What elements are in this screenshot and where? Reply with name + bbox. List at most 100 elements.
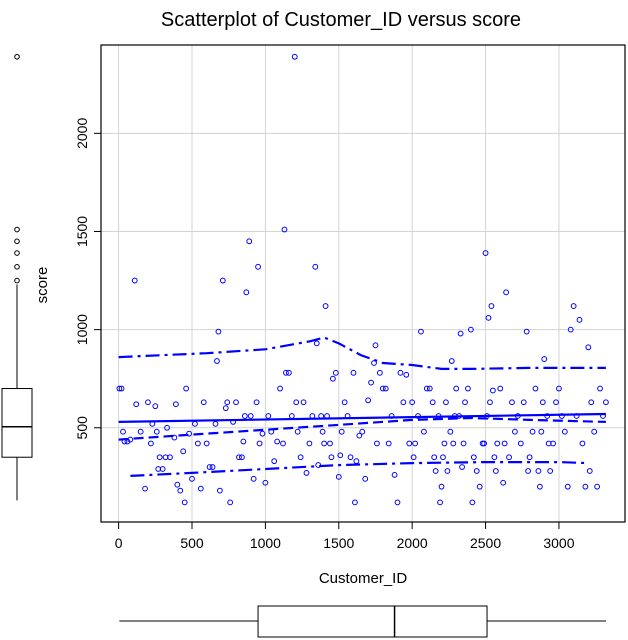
data-point <box>131 277 138 284</box>
data-point <box>494 440 501 447</box>
data-point <box>591 428 598 435</box>
data-point <box>538 428 545 435</box>
data-point <box>444 468 451 474</box>
data-point <box>293 399 300 406</box>
data-point <box>247 413 254 419</box>
data-point <box>255 263 261 270</box>
data-point <box>418 328 424 335</box>
data-point <box>203 440 210 447</box>
data-point <box>514 413 521 419</box>
data-point <box>492 468 499 474</box>
data-point <box>509 399 515 406</box>
data-point <box>338 428 345 435</box>
data-point <box>294 428 301 435</box>
data-point <box>352 499 358 506</box>
data-point <box>539 399 546 406</box>
data-point <box>183 385 190 392</box>
data-point <box>181 499 188 506</box>
data-point <box>174 481 181 488</box>
data-point <box>484 413 490 419</box>
data-point <box>376 369 383 376</box>
data-point <box>194 440 201 447</box>
data-point <box>243 289 250 296</box>
data-point <box>438 483 445 490</box>
data-point <box>356 432 363 439</box>
data-point <box>332 369 339 376</box>
x-tick-label: 1000 <box>250 535 281 551</box>
data-point <box>520 399 527 406</box>
data-point <box>120 428 126 435</box>
data-point <box>215 328 222 335</box>
data-point <box>341 399 348 406</box>
data-point <box>536 483 543 490</box>
data-point <box>180 448 187 455</box>
data-point <box>239 454 245 461</box>
data-point <box>473 468 480 474</box>
data-point <box>177 487 184 494</box>
data-point <box>288 413 295 419</box>
data-point <box>603 399 609 406</box>
data-point <box>347 454 354 461</box>
data-point <box>512 428 518 435</box>
data-point <box>435 413 442 419</box>
y-tick-label: 2000 <box>74 118 90 149</box>
data-point <box>214 358 220 364</box>
data-point <box>240 438 247 445</box>
data-point <box>224 399 231 406</box>
data-point <box>337 452 344 459</box>
score-outlier <box>14 226 20 233</box>
data-point <box>443 399 449 406</box>
score-outlier <box>14 250 20 256</box>
data-point <box>368 379 374 386</box>
data-point <box>570 303 577 309</box>
data-point <box>497 385 504 392</box>
data-point <box>535 468 542 474</box>
x-tick-label: 2000 <box>397 535 428 551</box>
data-point <box>470 454 477 461</box>
data-point <box>532 385 539 392</box>
data-point <box>262 479 269 486</box>
data-point <box>456 413 463 419</box>
data-point <box>544 413 551 419</box>
score-box <box>1 388 33 458</box>
data-point <box>268 428 275 435</box>
data-points <box>116 53 609 506</box>
score-boxplot <box>1 53 33 501</box>
data-point <box>523 328 530 335</box>
data-point <box>283 369 289 376</box>
data-point <box>285 369 292 376</box>
data-point <box>441 440 448 447</box>
data-point <box>246 238 253 245</box>
data-point <box>219 277 226 284</box>
data-point <box>382 385 389 392</box>
data-point <box>406 440 413 447</box>
data-point <box>359 428 366 435</box>
y-axis-title: score <box>34 267 51 304</box>
data-point <box>152 403 159 410</box>
data-point <box>306 440 313 447</box>
x-axis: 0 500 1000 1500 2000 2500 3000 <box>115 522 575 551</box>
data-point <box>137 428 144 435</box>
score-outlier <box>14 238 20 245</box>
trend-lines <box>118 336 606 477</box>
data-point <box>586 468 593 474</box>
data-point <box>412 440 419 447</box>
data-point <box>256 440 263 447</box>
data-point <box>488 303 495 309</box>
data-point <box>142 485 148 492</box>
data-point <box>421 428 427 435</box>
data-point <box>281 226 288 233</box>
x-tick-label: 1500 <box>323 535 354 551</box>
data-point <box>148 440 154 447</box>
data-point <box>448 358 455 364</box>
data-point <box>374 440 380 447</box>
data-point <box>437 499 443 506</box>
data-point <box>353 458 360 465</box>
data-point <box>440 454 446 461</box>
data-point <box>503 289 510 296</box>
data-point <box>350 369 357 376</box>
data-point <box>133 401 140 408</box>
data-point <box>319 428 326 435</box>
data-point <box>271 458 278 465</box>
data-point <box>324 413 330 419</box>
